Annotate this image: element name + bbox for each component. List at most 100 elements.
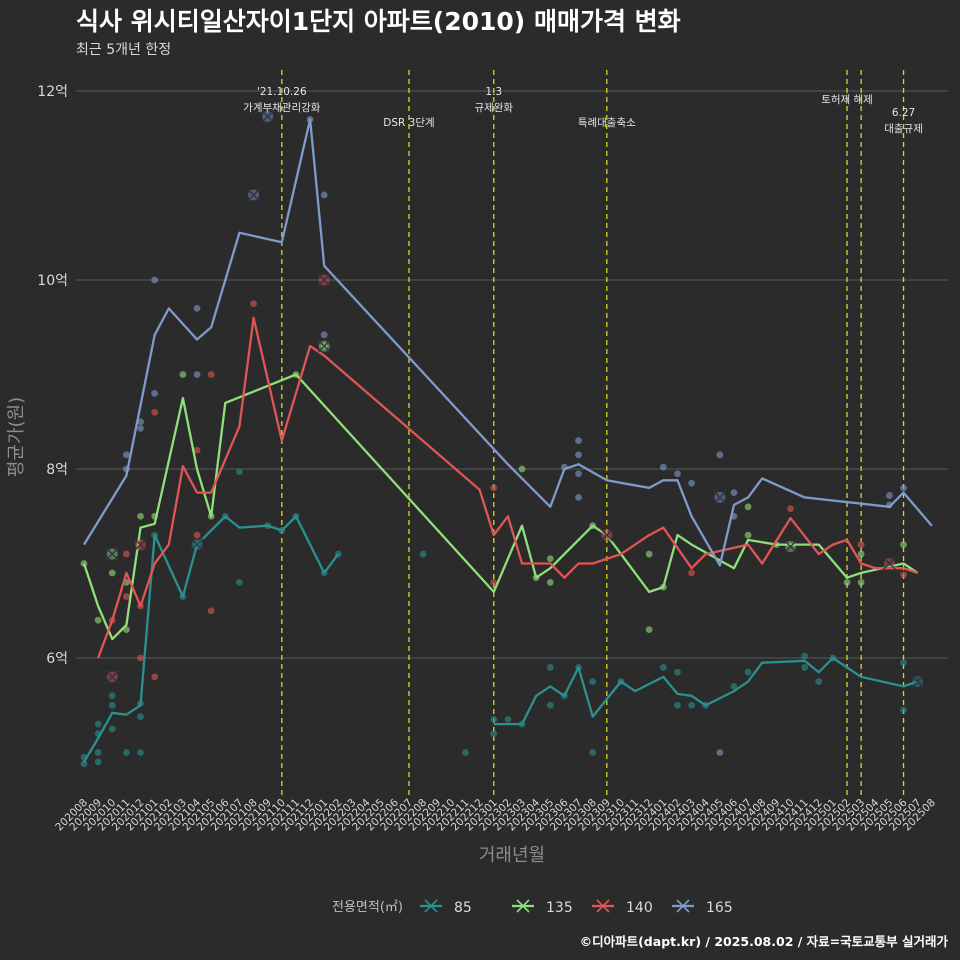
event-label: 토허제 해제 — [821, 93, 873, 106]
data-point-140 — [151, 408, 159, 416]
data-point-85 — [674, 701, 681, 709]
data-point-85 — [108, 692, 116, 700]
markers-layer — [105, 110, 925, 689]
event-label: DSR 3단계 — [383, 117, 434, 129]
data-point-165 — [151, 276, 159, 284]
legend-title: 전용면적(㎡) — [332, 900, 403, 915]
lines-layer — [82, 118, 933, 763]
data-point-85 — [462, 749, 469, 756]
data-point-165 — [151, 390, 159, 397]
data-point-135 — [645, 550, 653, 558]
data-point-165 — [900, 484, 907, 492]
series-line-85 — [83, 515, 340, 763]
data-point-140 — [122, 550, 130, 558]
data-point-85 — [801, 664, 809, 671]
marker-x-140 — [105, 670, 119, 684]
data-point-140 — [857, 541, 865, 548]
marker-x-135 — [317, 339, 331, 353]
data-point-85 — [490, 716, 498, 723]
legend-marker-165 — [676, 899, 690, 913]
data-point-140 — [207, 607, 215, 615]
data-point-135 — [179, 371, 187, 378]
data-point-135 — [546, 555, 554, 563]
legend-label-140: 140 — [626, 900, 653, 916]
data-point-85 — [236, 579, 243, 586]
data-point-85 — [137, 749, 144, 756]
data-point-140 — [490, 484, 498, 492]
data-point-85 — [674, 668, 681, 676]
marker-x-140 — [317, 273, 331, 287]
data-point-135 — [857, 550, 865, 558]
data-point-165 — [575, 437, 582, 445]
data-point-85 — [546, 701, 554, 709]
data-point-140 — [787, 505, 794, 513]
data-point-85 — [659, 664, 667, 671]
series-line-85 — [493, 656, 919, 726]
data-point-85 — [108, 725, 116, 733]
event-label: 특례대출축소 — [578, 117, 636, 129]
chart-title: 식사 위시티일산자이1단지 아파트(2010) 매매가격 변화 — [76, 7, 681, 36]
y-tick-label: 6억 — [46, 651, 68, 667]
data-point-135 — [645, 626, 653, 634]
legend-label-165: 165 — [706, 900, 733, 916]
legend-label-135: 135 — [546, 900, 573, 916]
data-point-140 — [250, 300, 257, 308]
data-point-85 — [419, 550, 427, 558]
data-point-85 — [236, 468, 243, 476]
marker-x-140 — [882, 557, 896, 570]
data-point-85 — [589, 678, 597, 686]
marker-x-85 — [190, 538, 204, 552]
data-point-85 — [94, 758, 102, 766]
event-label: 대출규제 — [884, 123, 923, 135]
data-point-165 — [886, 492, 893, 499]
data-point-135 — [857, 579, 865, 586]
y-axis-label: 평균가(원) — [6, 397, 27, 477]
event-label: 가계부채관리강화 — [243, 102, 321, 114]
data-point-135 — [546, 579, 554, 586]
data-point-135 — [843, 579, 851, 586]
data-point-135 — [108, 569, 116, 577]
data-point-85 — [122, 749, 130, 756]
series-line-165 — [83, 118, 933, 567]
marker-x-135 — [784, 539, 797, 553]
chart-subtitle: 최근 5개년 한정 — [76, 42, 171, 58]
data-point-165 — [575, 451, 582, 459]
marker-x-85 — [911, 675, 925, 689]
marker-x-165 — [247, 188, 261, 202]
data-point-85 — [900, 659, 907, 667]
legend: 전용면적(㎡) 85 135 140 165 — [332, 899, 733, 916]
event-label: 1.3 — [485, 86, 502, 98]
data-point-85 — [688, 701, 695, 709]
data-point-135 — [744, 531, 752, 539]
data-point-140 — [137, 654, 144, 662]
marker-x-140 — [134, 538, 148, 552]
data-point-135 — [137, 512, 144, 520]
legend-marker-135 — [516, 899, 530, 913]
data-point-135 — [900, 541, 907, 548]
data-point-85 — [815, 678, 823, 686]
data-point-85 — [94, 720, 102, 728]
data-point-165 — [674, 470, 681, 478]
data-point-165 — [320, 191, 328, 199]
data-point-165 — [193, 304, 201, 312]
data-point-140 — [688, 569, 695, 577]
data-point-135 — [94, 616, 102, 624]
x-axis-label: 거래년월 — [479, 845, 545, 866]
x-axis-ticks: 2020082020092020102020112020122021012021… — [53, 796, 938, 833]
data-point-165 — [193, 371, 201, 378]
data-point-165 — [716, 749, 724, 756]
y-tick-label: 10억 — [37, 273, 68, 289]
event-label: '21.10.26 — [257, 86, 307, 98]
event-label: 규제완화 — [474, 101, 513, 114]
data-point-85 — [490, 730, 498, 737]
marker-x-135 — [105, 547, 119, 561]
data-point-140 — [900, 571, 907, 579]
data-point-140 — [490, 579, 498, 586]
y-tick-label: 8억 — [46, 462, 68, 478]
data-point-85 — [744, 668, 752, 676]
data-point-165 — [122, 451, 130, 459]
data-point-135 — [518, 465, 526, 473]
